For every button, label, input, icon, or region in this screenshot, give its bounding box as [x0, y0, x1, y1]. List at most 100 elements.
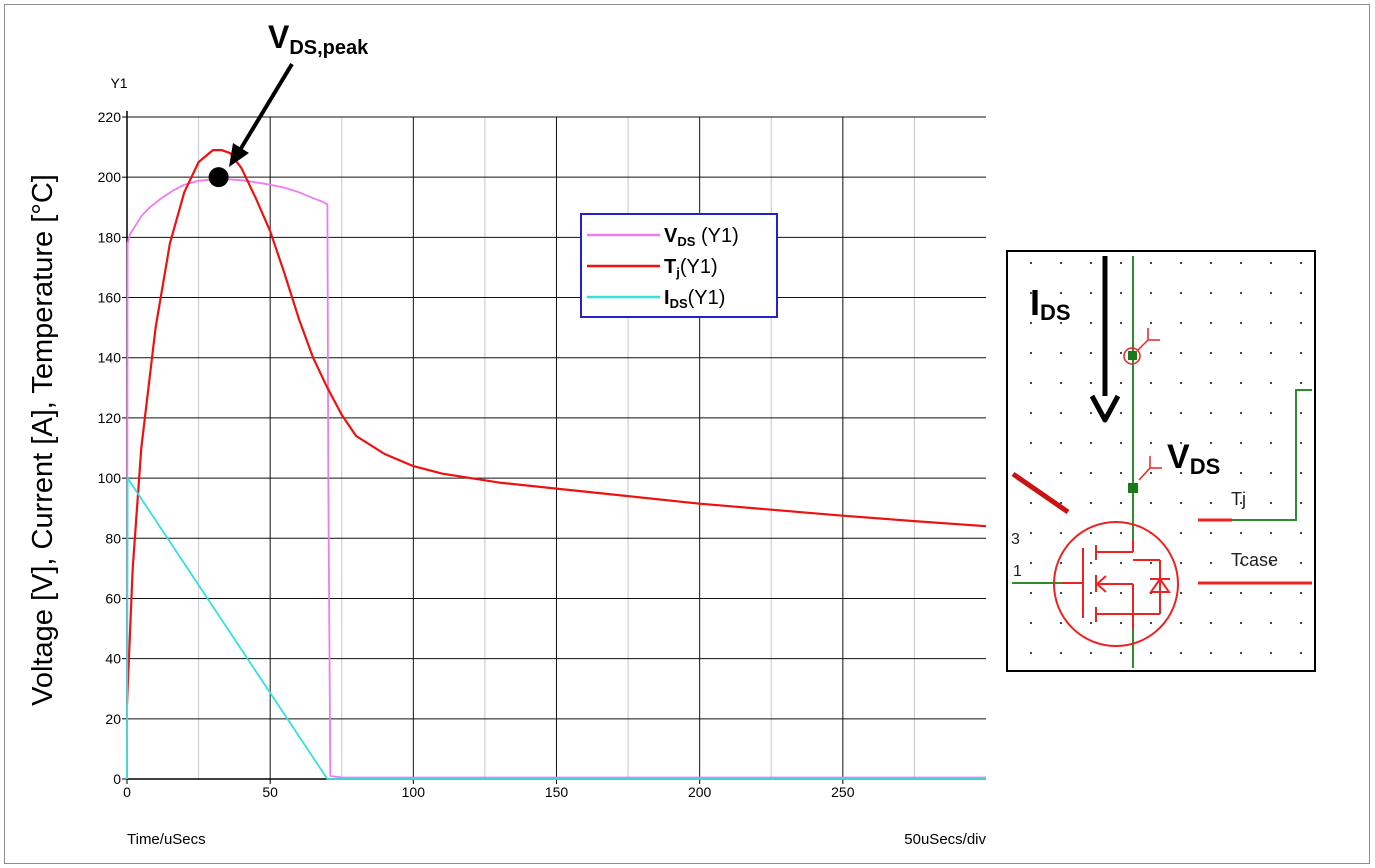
ids-label: IDS: [1030, 282, 1071, 325]
current-probe-node: [1128, 351, 1137, 360]
y-tick-label: 180: [98, 229, 122, 245]
grid-dot: [1060, 352, 1062, 354]
grid-dot: [1180, 622, 1182, 624]
grid-dot: [1150, 652, 1152, 654]
grid-dot: [1030, 412, 1032, 414]
grid-dot: [1240, 562, 1242, 564]
x-tick-label: 200: [688, 784, 712, 800]
grid-dot: [1060, 592, 1062, 594]
grid-dot: [1210, 382, 1212, 384]
major-gridlines: [127, 116, 986, 779]
grid-dot: [1060, 532, 1062, 534]
grid-dot: [1090, 592, 1092, 594]
grid-dot: [1150, 472, 1152, 474]
grid-dot: [1180, 262, 1182, 264]
grid-dot: [1240, 412, 1242, 414]
vds-label: VDS: [1167, 438, 1220, 479]
grid-dot: [1210, 622, 1212, 624]
grid-dot: [1240, 382, 1242, 384]
y-tick-label: 60: [105, 590, 121, 606]
x-axis-title: Time/uSecs: [127, 831, 206, 848]
grid-dot: [1240, 352, 1242, 354]
grid-dot: [1300, 502, 1302, 504]
grid-dot: [1240, 292, 1242, 294]
grid-dot: [1240, 472, 1242, 474]
legend-label-ids: IDS(Y1): [664, 287, 725, 311]
voltage-probe-flag: [1138, 456, 1162, 481]
grid-dot: [1210, 322, 1212, 324]
grid-dot: [1090, 622, 1092, 624]
legend: VDS (Y1) Tj(Y1) IDS(Y1): [580, 213, 778, 318]
grid-dot: [1180, 352, 1182, 354]
grid-dot: [1150, 442, 1152, 444]
grid-dot: [1120, 262, 1122, 264]
mosfet-symbol: [1053, 521, 1179, 647]
grid-dot: [1120, 352, 1122, 354]
grid-dot: [1210, 502, 1212, 504]
grid-dot: [1270, 622, 1272, 624]
grid-dot: [1060, 442, 1062, 444]
y-tick-label: 100: [98, 470, 122, 486]
grid-dot: [1180, 592, 1182, 594]
grid-dot: [1090, 472, 1092, 474]
grid-dot: [1240, 502, 1242, 504]
pin-gate-label: 1: [1013, 563, 1022, 580]
grid-dot: [1120, 562, 1122, 564]
grid-dot: [1030, 652, 1032, 654]
grid-dot: [1300, 532, 1302, 534]
vds-peak-arrow: [238, 62, 294, 152]
legend-item-tj: Tj(Y1): [587, 256, 718, 280]
grid-dot: [1060, 322, 1062, 324]
grid-dot: [1180, 652, 1182, 654]
grid-dot: [1240, 652, 1242, 654]
grid-dot: [1120, 652, 1122, 654]
grid-dot: [1270, 652, 1272, 654]
series-lines: [125, 149, 987, 780]
schematic-inset: IDS VDS Tj Tcase 3 1: [1006, 250, 1316, 672]
y-tick-label: 40: [105, 651, 121, 667]
grid-dot: [1030, 532, 1032, 534]
grid-dot: [1120, 322, 1122, 324]
grid-dot: [1180, 472, 1182, 474]
y-axis-name: Y1: [110, 75, 127, 91]
vds-peak-marker: [208, 167, 229, 188]
grid-dot: [1030, 382, 1032, 384]
grid-dot: [1060, 412, 1062, 414]
voltage-probe-node: [1128, 483, 1138, 493]
grid-dot: [1180, 412, 1182, 414]
y-tick-label: 160: [98, 290, 122, 306]
grid-dot: [1120, 502, 1122, 504]
legend-label-tj: Tj(Y1): [664, 256, 718, 280]
grid-dot: [1090, 292, 1092, 294]
grid-dot: [1150, 322, 1152, 324]
grid-dot: [1300, 262, 1302, 264]
grid-dot: [1060, 472, 1062, 474]
series-line-tj: [125, 149, 987, 704]
grid-dot: [1120, 292, 1122, 294]
grid-dot: [1090, 322, 1092, 324]
x-tick-label: 250: [831, 784, 855, 800]
y-tick-label: 20: [105, 711, 121, 727]
tj-wire: [1230, 389, 1312, 521]
y-tick-label: 140: [98, 350, 122, 366]
grid-dot: [1210, 292, 1212, 294]
grid-dot: [1270, 382, 1272, 384]
grid-dot: [1150, 502, 1152, 504]
grid-dot: [1270, 442, 1272, 444]
grid-dot: [1090, 352, 1092, 354]
grid-dot: [1240, 262, 1242, 264]
grid-dot: [1090, 532, 1092, 534]
grid-dot: [1180, 532, 1182, 534]
grid-dot: [1270, 352, 1272, 354]
red-marker: [1011, 471, 1070, 515]
grid-dot: [1300, 352, 1302, 354]
grid-dot: [1270, 502, 1272, 504]
y-tick-label: 220: [98, 109, 122, 125]
vds-peak-label-sub: DS,peak: [289, 37, 369, 59]
grid-dot: [1030, 352, 1032, 354]
grid-dot: [1090, 382, 1092, 384]
grid-dot: [1120, 472, 1122, 474]
grid-dot: [1210, 442, 1212, 444]
grid-dot: [1300, 562, 1302, 564]
